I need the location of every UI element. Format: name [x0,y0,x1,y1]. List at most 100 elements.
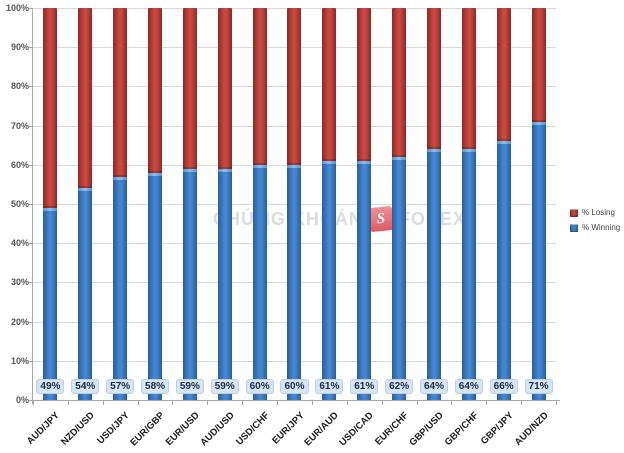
bar-segment-winning [531,121,546,400]
x-axis-tick [137,401,139,405]
x-axis-tick [381,401,383,405]
bar-value-label: 54% [71,379,100,394]
bar-segment-winning [148,172,163,400]
y-axis-label: 80% [10,81,29,92]
bar-value-label: 49% [36,379,65,394]
y-axis-label: 0% [15,395,29,405]
bar-value-label: 60% [280,379,309,394]
x-axis-tick [242,401,244,405]
bar-column: 66% [486,8,521,400]
x-axis-tick [67,401,69,405]
y-axis-tick [29,86,33,88]
bar-segment-losing [252,8,267,165]
bar-segment-losing [182,8,197,169]
bar-column: 60% [242,8,277,400]
bar-column: 59% [172,8,207,400]
bar-value-label: 64% [419,379,448,394]
y-axis-label: 70% [10,120,29,131]
bar-segment-winning [461,149,476,400]
bar-value-label: 61% [315,379,344,394]
y-axis-tick [29,243,33,245]
losing-swatch-icon [570,208,578,217]
x-axis-tick [207,401,209,405]
y-axis-label: 60% [10,159,29,170]
chart-legend: % Losing % Winning [570,208,620,238]
y-axis-tick [29,204,33,205]
y-axis-tick [29,8,33,9]
bar-value-label: 61% [350,379,379,394]
y-axis-label: 20% [10,316,29,327]
y-axis-tick [29,400,33,401]
bar-column: 54% [68,8,103,400]
x-axis-tick [556,401,557,405]
bar-value-label: 66% [489,379,518,394]
bar-column: 49% [33,8,68,400]
bar-value-label: 62% [385,379,414,394]
y-axis-label: 10% [10,355,29,366]
x-axis-tick [521,401,523,405]
bar-column: 64% [451,8,486,400]
y-axis-line [32,8,33,404]
bar-column: 62% [382,8,417,400]
bar-segment-losing [426,8,441,150]
bar-value-label: 64% [454,379,483,394]
y-axis-tick [29,164,33,166]
y-axis-tick [29,360,33,362]
bar-segment-winning [113,176,128,400]
x-axis-tick [486,401,488,405]
y-axis-label: 30% [10,277,29,288]
bar-segment-losing [531,8,546,122]
bar-segment-winning [252,164,267,400]
x-axis-tick [451,401,453,405]
bar-segment-losing [217,8,232,169]
bar-column: 58% [138,8,173,400]
y-axis-label: 90% [10,42,29,53]
bar-segment-winning [357,160,372,400]
bar-segment-winning [392,156,407,400]
x-axis-tick [277,401,279,405]
legend-item-winning: % Winning [570,223,620,232]
bar-column: 57% [103,8,138,400]
y-axis-label: 40% [10,238,29,249]
plot-area: 49% 54% 57% 58% 59% 59% 60% 60% 61% 61% 62% 64% 64% 6… [33,8,556,400]
y-axis-tick [29,125,33,127]
x-axis-tick [172,401,174,405]
x-axis-tick [416,401,418,405]
bar-segment-losing [287,8,302,165]
y-axis-label: 50% [10,199,29,209]
bar-segment-losing [43,8,58,208]
bar-value-label: 57% [106,379,135,394]
y-axis-tick [29,282,33,284]
bar-segment-losing [461,8,476,150]
bar-segment-losing [78,8,93,189]
x-axis-tick [33,401,34,405]
bar-segment-losing [113,8,128,177]
bar-segment-winning [43,207,58,400]
bar-column: 60% [277,8,312,400]
bar-value-label: 59% [210,379,239,394]
bar-segment-losing [496,8,511,142]
bar-value-label: 60% [245,379,274,394]
bar-column: 59% [207,8,242,400]
bar-column: 71% [521,8,556,400]
bar-segment-winning [426,149,441,400]
bar-value-label: 59% [175,379,204,394]
x-axis-tick [311,401,313,405]
bar-value-label: 58% [141,379,170,394]
bar-segment-losing [392,8,407,157]
legend-label: % Losing [582,208,615,217]
bar-segment-winning [182,168,197,400]
bar-column: 61% [347,8,382,400]
bar-segment-losing [357,8,372,161]
bar-value-label: 71% [524,379,553,394]
bar-column: 64% [417,8,452,400]
legend-item-losing: % Losing [570,208,620,217]
x-axis-line [29,400,560,401]
winning-swatch-icon [570,223,578,232]
bar-segment-winning [217,168,232,400]
y-axis-label: 100% [5,3,29,13]
bar-column: 61% [312,8,347,400]
y-axis-tick [29,321,33,323]
x-axis-tick [102,401,104,405]
